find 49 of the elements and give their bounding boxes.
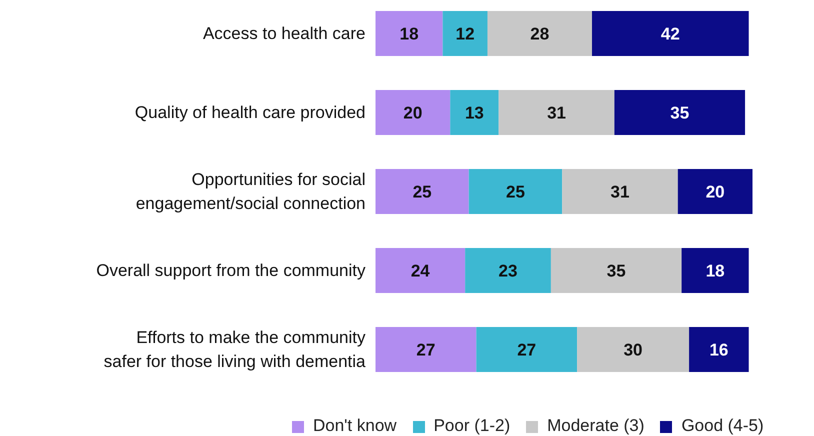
bar [550, 248, 682, 294]
data-label: 18 [400, 24, 419, 44]
data-label: 16 [709, 340, 728, 360]
bar [376, 90, 450, 136]
y-tick-label: Opportunities for social engagement/social connection [136, 170, 366, 213]
bar [577, 326, 690, 372]
bar [476, 326, 578, 372]
data-label: 30 [624, 340, 643, 360]
data-label: 35 [670, 104, 690, 122]
bar [562, 168, 678, 214]
bar [376, 326, 476, 372]
data-label: 27 [517, 340, 536, 360]
data-label: 13 [464, 104, 484, 122]
data-label: 27 [416, 340, 436, 360]
data-label: 31 [610, 182, 630, 202]
y-tick-label: Efforts to make the community safer for those living with dementia [104, 328, 366, 371]
bar [682, 248, 749, 294]
bar [614, 90, 746, 136]
data-label: 23 [498, 262, 518, 280]
y-tick-label: Overall support from the community [96, 261, 366, 280]
data-label: 42 [660, 24, 680, 44]
data-label: 20 [706, 182, 725, 202]
legend-label: Moderate (3) [547, 416, 644, 436]
data-label: 25 [506, 182, 525, 202]
data-label: 12 [456, 24, 475, 44]
bar [450, 90, 499, 136]
data-label: 31 [547, 104, 566, 122]
bar [592, 10, 749, 56]
legend-label: Poor (1-2) [434, 416, 510, 436]
bar [678, 168, 752, 214]
legend-label: Don't know [313, 416, 397, 436]
bar [487, 10, 592, 56]
data-label: 25 [412, 182, 432, 202]
data-label: 20 [403, 104, 422, 122]
y-tick-label: Access to health care [202, 24, 366, 43]
data-label: 35 [606, 262, 626, 280]
bar [689, 326, 749, 372]
bar [376, 248, 466, 294]
bar [465, 248, 551, 294]
data-label: 24 [410, 262, 430, 280]
bar [498, 90, 614, 136]
bar [376, 10, 443, 56]
bar [468, 168, 562, 214]
data-label: 18 [706, 262, 725, 280]
data-label: 28 [530, 24, 550, 44]
legend-label: Good (4-5) [681, 416, 764, 436]
bar [376, 168, 469, 214]
bar [442, 10, 488, 56]
y-tick-label: Quality of health care provided [134, 103, 366, 122]
